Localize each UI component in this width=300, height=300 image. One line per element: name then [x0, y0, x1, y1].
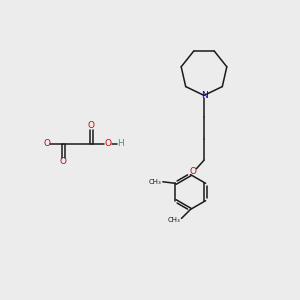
Text: O: O	[88, 122, 95, 130]
Text: H: H	[117, 140, 124, 148]
Text: O: O	[104, 140, 112, 148]
Text: CH₃: CH₃	[167, 217, 180, 223]
Text: CH₃: CH₃	[148, 179, 161, 185]
Text: O: O	[190, 167, 197, 176]
Text: O: O	[43, 140, 50, 148]
Text: N: N	[201, 91, 207, 100]
Text: O: O	[59, 158, 67, 166]
